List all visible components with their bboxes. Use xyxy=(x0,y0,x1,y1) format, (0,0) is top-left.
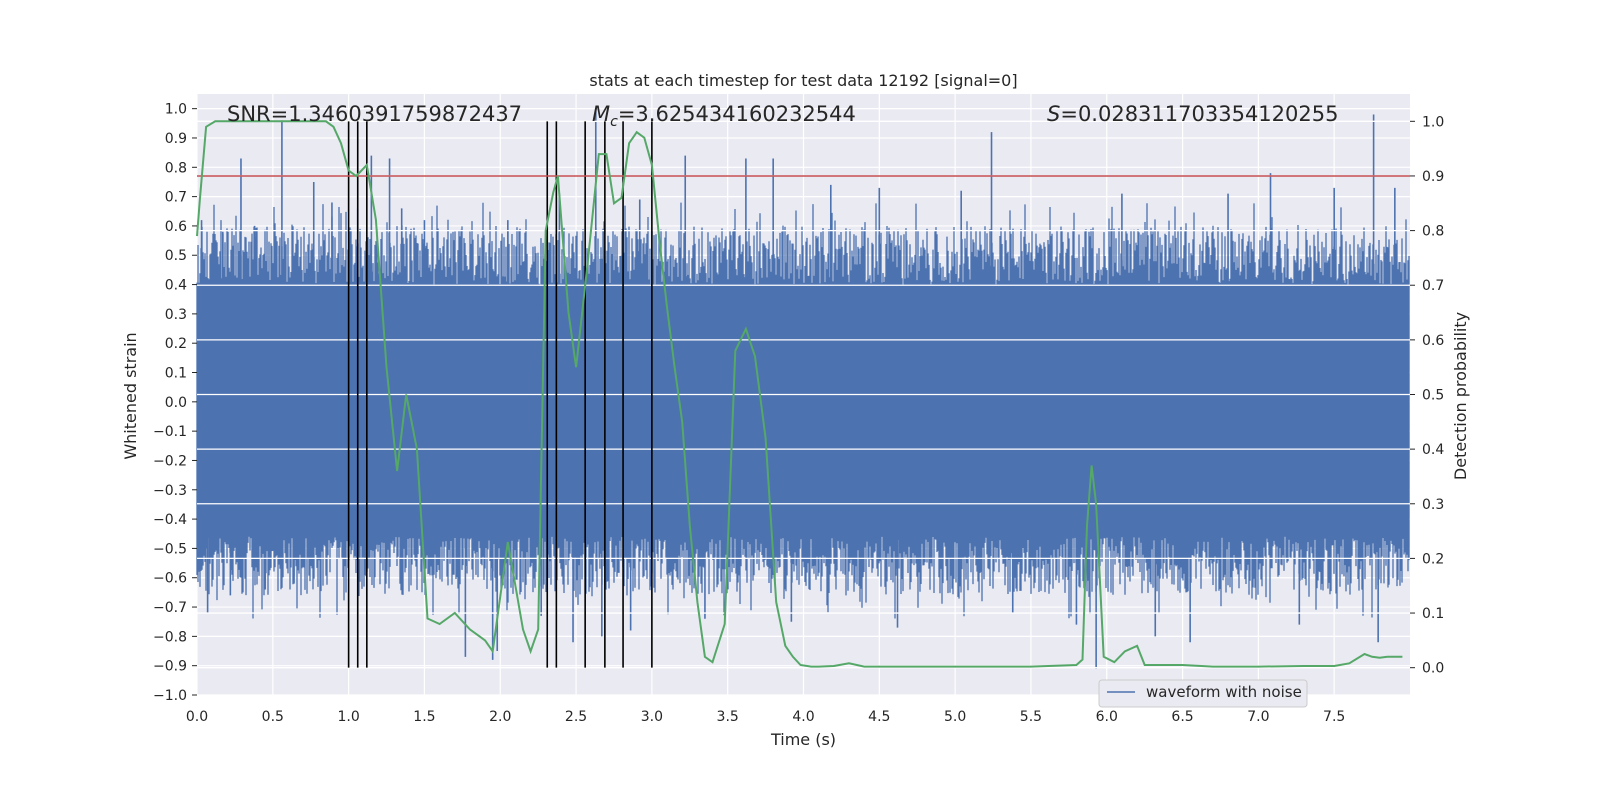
y2-tick-label: 0.4 xyxy=(1422,442,1444,458)
detection-vlines xyxy=(347,121,653,668)
y-tick-label: 0.9 xyxy=(165,131,187,147)
legend-box xyxy=(1098,679,1308,708)
x-tick-label: 7.5 xyxy=(1323,709,1345,725)
y-tick-label: 0.3 xyxy=(165,307,187,323)
x-tick-label: 4.0 xyxy=(792,709,814,725)
y2-tick-label: 0.2 xyxy=(1422,551,1444,567)
x-tick-label: 1.0 xyxy=(337,709,359,725)
x-axis-label: Time (s) xyxy=(770,730,836,749)
x-tick-label: 4.5 xyxy=(868,709,890,725)
chirp-mass-subscript: c xyxy=(610,114,618,130)
y-tick-label: −0.8 xyxy=(153,629,187,645)
legend: waveform with noise xyxy=(1098,679,1308,708)
y-tick-label: −0.1 xyxy=(153,424,187,440)
legend-entry-waveform: waveform with noise xyxy=(1146,683,1302,701)
y-tick-label: −1.0 xyxy=(153,688,187,704)
y-tick-label: 0.4 xyxy=(165,278,187,294)
y-tick-labels: −1.0 −0.9 −0.8 −0.7 −0.6 −0.5 −0.4 −0.3 −0.2 −0.1… xyxy=(153,102,197,704)
y-tick-label: −0.4 xyxy=(153,512,187,528)
x-tick-label: 5.5 xyxy=(1020,709,1042,725)
y2-tick-label: 0.7 xyxy=(1422,278,1444,294)
y2-tick-label: 1.0 xyxy=(1422,114,1444,130)
y-tick-label: 0.0 xyxy=(165,395,187,411)
x-tick-label: 1.5 xyxy=(413,709,435,725)
y-axis-label: Whitened strain xyxy=(121,332,140,459)
x-tick-label: 7.0 xyxy=(1247,709,1269,725)
y-tick-label: −0.5 xyxy=(153,541,187,557)
s-value: =0.028311703354120255 xyxy=(1060,102,1338,126)
y-tick-label: 0.5 xyxy=(165,248,187,264)
y-tick-label: 0.7 xyxy=(165,190,187,206)
x-tick-labels: 0.0 0.5 1.0 1.5 2.0 2.5 3.0 3.5 4.0 4.5 5.0 5.5 6.0 6… xyxy=(186,709,1345,725)
y2-tick-label: 0.1 xyxy=(1422,606,1444,622)
y-tick-label: 1.0 xyxy=(165,102,187,118)
y2-tick-label: 0.8 xyxy=(1422,224,1444,240)
y-tick-label: −0.7 xyxy=(153,600,187,616)
y-tick-label: −0.2 xyxy=(153,453,187,469)
s-annotation: S=0.028311703354120255 xyxy=(1047,102,1338,126)
y-tick-label: −0.3 xyxy=(153,483,187,499)
y-tick-label: 0.6 xyxy=(165,219,187,235)
chart-title: stats at each timestep for test data 121… xyxy=(589,71,1017,90)
waveform-series xyxy=(196,108,1410,669)
chirp-mass-annotation: Mc=3.625434160232544 xyxy=(592,102,856,130)
y2-tick-label: 0.5 xyxy=(1422,388,1444,404)
y2-tick-label: 0.0 xyxy=(1422,661,1444,677)
y-tick-label: −0.6 xyxy=(153,571,187,587)
x-tick-label: 3.5 xyxy=(717,709,739,725)
y2-tick-label: 0.3 xyxy=(1422,497,1444,513)
s-symbol: S xyxy=(1047,102,1060,126)
x-tick-label: 5.0 xyxy=(944,709,966,725)
snr-annotation: SNR=1.3460391759872437 xyxy=(227,102,522,126)
y2-tick-label: 0.6 xyxy=(1422,333,1444,349)
chirp-mass-symbol: M xyxy=(592,102,610,126)
x-tick-label: 6.5 xyxy=(1171,709,1193,725)
x-tick-label: 0.0 xyxy=(186,709,208,725)
x-tick-label: 2.5 xyxy=(565,709,587,725)
y-tick-label: 0.8 xyxy=(165,160,187,176)
x-tick-label: 2.0 xyxy=(489,709,511,725)
detection-probability-line xyxy=(196,120,1403,668)
y-tick-label: −0.9 xyxy=(153,659,187,675)
chirp-mass-value: =3.625434160232544 xyxy=(618,102,856,126)
y2-tick-label: 0.9 xyxy=(1422,169,1444,185)
y-tick-label: 0.1 xyxy=(165,366,187,382)
x-tick-label: 6.0 xyxy=(1096,709,1118,725)
y2-axis-label: Detection probability xyxy=(1451,312,1470,480)
detection-probability-series xyxy=(196,120,1403,668)
y2-tick-labels: 0.0 0.1 0.2 0.3 0.4 0.5 0.6 0.7 0.8 0.9 1.0 xyxy=(1410,114,1444,677)
x-tick-label: 3.0 xyxy=(641,709,663,725)
x-tick-label: 0.5 xyxy=(262,709,284,725)
y-tick-label: 0.2 xyxy=(165,336,187,352)
